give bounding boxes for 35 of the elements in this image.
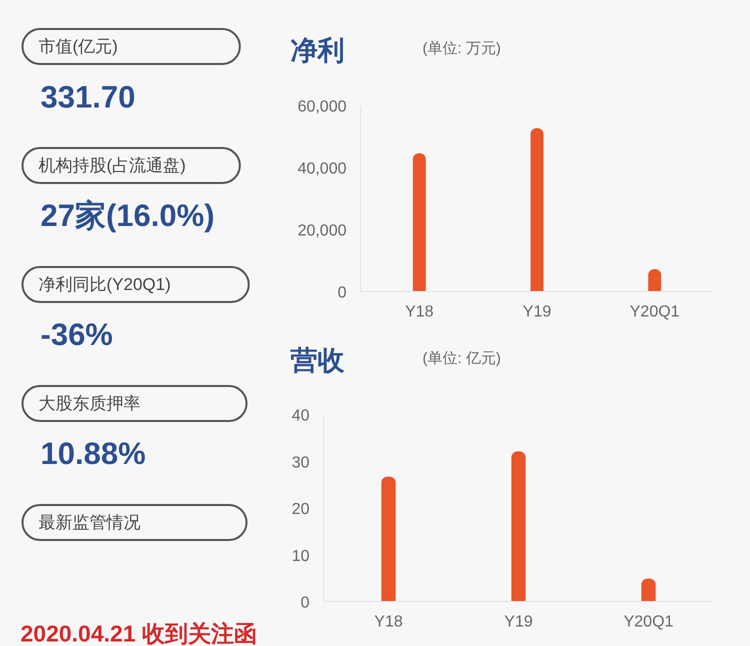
text: 2020.04.21 收到关注函 bbox=[20, 620, 258, 646]
x-tick-label: Y20Q1 bbox=[624, 614, 674, 630]
x-tick-label: Y19 bbox=[504, 614, 533, 630]
y-tick-label: 10 bbox=[292, 548, 310, 565]
y-tick-label: 20 bbox=[292, 501, 310, 518]
text: 机构持股(占流通盘) bbox=[38, 156, 186, 175]
bar bbox=[381, 476, 396, 602]
y-tick-label: 0 bbox=[300, 594, 310, 612]
text: 27家(16.0%) bbox=[40, 198, 215, 233]
bar bbox=[511, 451, 526, 602]
chart-title: 营收 bbox=[290, 346, 346, 376]
x-tick-label: Y18 bbox=[374, 614, 403, 630]
bar bbox=[648, 269, 662, 292]
x-tick-label: Y18 bbox=[405, 304, 434, 320]
text: 10.88% bbox=[40, 436, 146, 471]
chart-subtitle: (单位: 万元) bbox=[422, 40, 501, 57]
chart-subtitle: (单位: 亿元) bbox=[422, 350, 501, 367]
chart-title: 净利 bbox=[290, 36, 344, 66]
text: 大股东质押率 bbox=[38, 394, 140, 413]
y-tick-label: 60,000 bbox=[298, 98, 347, 116]
text: 331.70 bbox=[40, 80, 136, 114]
y-tick-label: 40,000 bbox=[298, 160, 347, 178]
bar bbox=[641, 578, 656, 602]
y-tick-label: 40 bbox=[292, 408, 310, 424]
text: 市值(亿元) bbox=[38, 37, 118, 56]
text: 最新监管情况 bbox=[38, 513, 140, 532]
y-tick-label: 30 bbox=[292, 454, 310, 472]
x-tick-label: Y20Q1 bbox=[630, 304, 680, 320]
text: 净利同比(Y20Q1) bbox=[38, 275, 171, 294]
text: -36% bbox=[40, 317, 113, 352]
y-tick-label: 0 bbox=[338, 284, 347, 302]
bar bbox=[530, 128, 544, 292]
y-tick-label: 20,000 bbox=[298, 222, 347, 240]
x-tick-label: Y19 bbox=[522, 304, 552, 320]
bar bbox=[412, 153, 426, 292]
